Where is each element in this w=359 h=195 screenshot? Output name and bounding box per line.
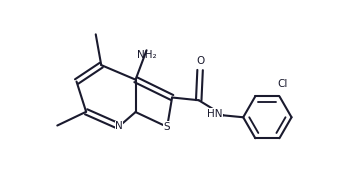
Text: N: N [115,121,123,131]
Text: Cl: Cl [278,79,288,89]
Text: NH₂: NH₂ [137,50,157,60]
Text: S: S [164,122,171,132]
Text: O: O [196,56,204,66]
Text: HN: HN [206,109,222,119]
